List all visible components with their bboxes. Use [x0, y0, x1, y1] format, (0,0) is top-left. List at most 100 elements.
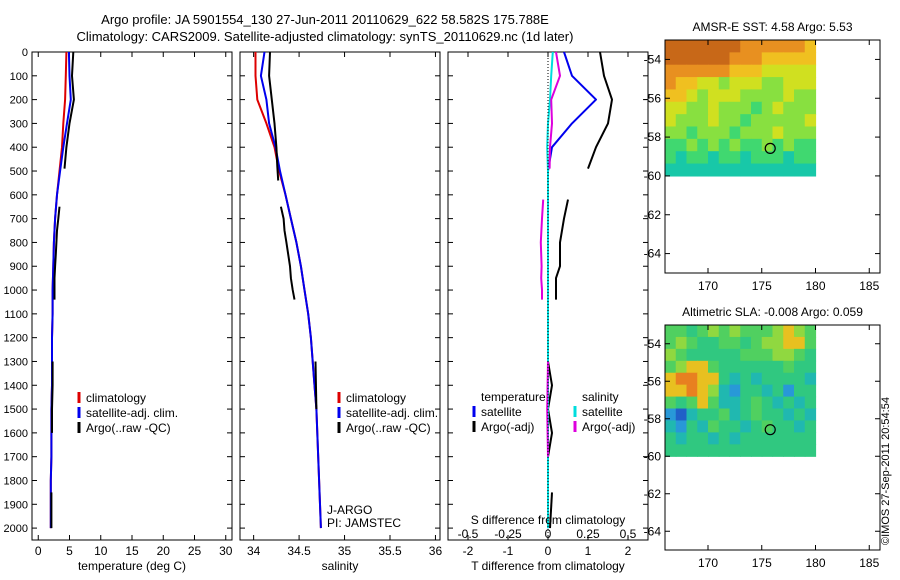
sla_map-heatmap-cell [708, 396, 720, 410]
temperature-series-line [51, 361, 54, 433]
sst_map-heatmap-cell [761, 52, 774, 66]
sla_map-heatmap-cell [708, 432, 720, 445]
sla_map-heatmap-cell [804, 432, 817, 445]
sst_map-heatmap-cell [686, 52, 698, 66]
sst_map-heatmap-cell [729, 89, 741, 103]
sst_map-heatmap-cell [772, 64, 784, 78]
sst_map-heatmap-cell [740, 151, 752, 165]
sla_map-heatmap-cell [783, 444, 795, 457]
sla_map-heatmap-cell [686, 396, 698, 410]
temperature-y-tick-label: 500 [10, 166, 28, 178]
sla_map-heatmap-cell [718, 396, 731, 410]
salinity-series-line [314, 361, 318, 410]
differences-series-line [546, 361, 549, 457]
temperature-y-tick-label: 1500 [4, 404, 28, 416]
sla_map-heatmap-cell [675, 360, 688, 374]
sst_map-heatmap-cell [708, 89, 720, 103]
sla_map-x-tick-label: 180 [805, 556, 825, 570]
sst_map-heatmap-cell [751, 126, 763, 140]
sst_map-heatmap-cell [718, 89, 731, 103]
sst_map-heatmap-cell [761, 77, 774, 91]
sla_map-heatmap-cell [804, 325, 817, 338]
sst_map-heatmap-cell [761, 138, 774, 152]
sla_map-heatmap-cell [718, 348, 731, 362]
differences-legend-salinity-title: salinity [582, 390, 619, 404]
sst_map-heatmap-cell [665, 40, 677, 53]
watermark-text: ©IMOS 27-Sep-2011 20:54:54 [880, 397, 892, 545]
sst_map-heatmap-cell [772, 151, 784, 165]
differences-series-line [555, 199, 569, 300]
sla_map-heatmap-cell [772, 372, 784, 386]
sst_map-y-tick-label: -64 [644, 247, 662, 261]
sst_map-heatmap-cell [686, 163, 698, 177]
sla_map-heatmap-cell [794, 360, 806, 374]
sla_map-heatmap-cell [794, 384, 806, 398]
sst_map-y-tick-label: -62 [644, 208, 662, 222]
sla_map-heatmap-cell [708, 325, 720, 338]
sla_map-heatmap-cell [718, 444, 731, 457]
sla_map-heatmap-cell [665, 336, 677, 350]
sst_map-heatmap-cell [708, 163, 720, 177]
sst_map-heatmap-cell [783, 52, 795, 66]
temperature-y-tick-label: 1000 [4, 285, 28, 297]
sst_map-heatmap-cell [761, 40, 774, 53]
sst_map-heatmap-cell [751, 163, 763, 177]
temperature-legend-entry-label: climatology [86, 391, 146, 405]
sla_map-heatmap-cell [761, 348, 774, 362]
sla_map-heatmap-cell [686, 360, 698, 374]
sla_map-heatmap-cell [783, 396, 795, 410]
sla_map-heatmap-cell [783, 408, 795, 422]
sla_map-heatmap-cell [794, 444, 806, 457]
sla_map-heatmap-cell [675, 432, 688, 445]
sla_map-heatmap-cell [751, 336, 763, 350]
sla_map-heatmap-cell [794, 420, 806, 433]
sla_map-heatmap-cell [794, 408, 806, 422]
differences-x-tick-label: 0 [545, 544, 552, 558]
sst_map-heatmap-cell [751, 77, 763, 91]
sst_map-heatmap-cell [804, 101, 817, 115]
temperature-x-tick-label: 5 [66, 544, 73, 558]
sst_map-x-tick-label: 185 [859, 279, 879, 293]
sst_map-heatmap-cell [751, 114, 763, 128]
sst_map-heatmap-cell [794, 163, 806, 177]
sst_map-heatmap-cell [675, 40, 688, 53]
temperature-x-tick-label: 0 [35, 544, 42, 558]
sst_map-heatmap-cell [686, 89, 698, 103]
sst_map-heatmap-cell [697, 89, 709, 103]
sla_map-heatmap-cell [686, 408, 698, 422]
temperature-y-tick-label: 1800 [4, 475, 28, 487]
sla_map-heatmap-cell [751, 420, 763, 433]
sst_map-heatmap-cell [794, 89, 806, 103]
sla_map-heatmap-cell [751, 432, 763, 445]
differences-legend-temperature-entry-label: Argo(-adj) [481, 420, 534, 434]
temperature-profile-panel: 0 5 10 15 20 25 300100200300400500600700800900… [4, 47, 233, 573]
differences-top-x-tick-label: -0.5 [458, 527, 479, 541]
sla_map-heatmap-cell [729, 420, 741, 433]
sla_map-heatmap-cell [783, 348, 795, 362]
sst_map-heatmap-cell [675, 151, 688, 165]
sla_map-heatmap-cell [665, 444, 677, 457]
temperature-series-line [49, 51, 72, 529]
temperature-y-tick-label: 300 [10, 118, 28, 130]
sst_map-heatmap-cell [804, 114, 817, 128]
sla_map-heatmap-cell [729, 384, 741, 398]
sla_map-heatmap-cell [708, 420, 720, 433]
temperature-y-tick-label: 900 [10, 261, 28, 273]
sst_map-heatmap-cell [772, 77, 784, 91]
temperature-y-tick-label: 700 [10, 214, 28, 226]
sst_map-y-tick-label: -60 [644, 169, 662, 183]
sla_map-heatmap-cell [697, 336, 709, 350]
sst_map-heatmap-cell [686, 138, 698, 152]
sst_map-heatmap-cell [794, 77, 806, 91]
sst_map-heatmap-cell [718, 163, 731, 177]
salinity-x-tick-label: 35 [338, 544, 352, 558]
sst_map-heatmap-cell [718, 114, 731, 128]
sst_map-heatmap-cell [783, 126, 795, 140]
sla_map-y-tick-label: -62 [644, 487, 662, 501]
sla_map-heatmap-cell [686, 420, 698, 433]
sst_map-heatmap-cell [751, 101, 763, 115]
sla_map-heatmap-cell [665, 396, 677, 410]
sla_map-heatmap-cell [729, 325, 741, 338]
sla_map-heatmap-cell [804, 408, 817, 422]
sla_map-heatmap-cell [665, 420, 677, 433]
